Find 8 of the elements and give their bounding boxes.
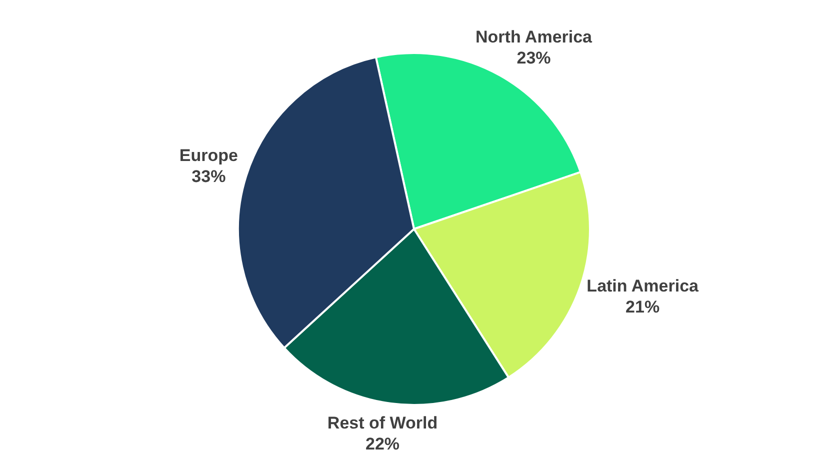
data-label: 21% — [626, 298, 660, 317]
slice-label: North America — [476, 28, 593, 47]
slice-label: Rest of World — [327, 413, 438, 432]
data-label: 33% — [192, 166, 226, 186]
data-label: 23% — [516, 48, 551, 68]
data-label: 22% — [366, 434, 400, 454]
slice-label: Latin America — [586, 276, 700, 296]
slice-label: Europe — [179, 146, 238, 165]
